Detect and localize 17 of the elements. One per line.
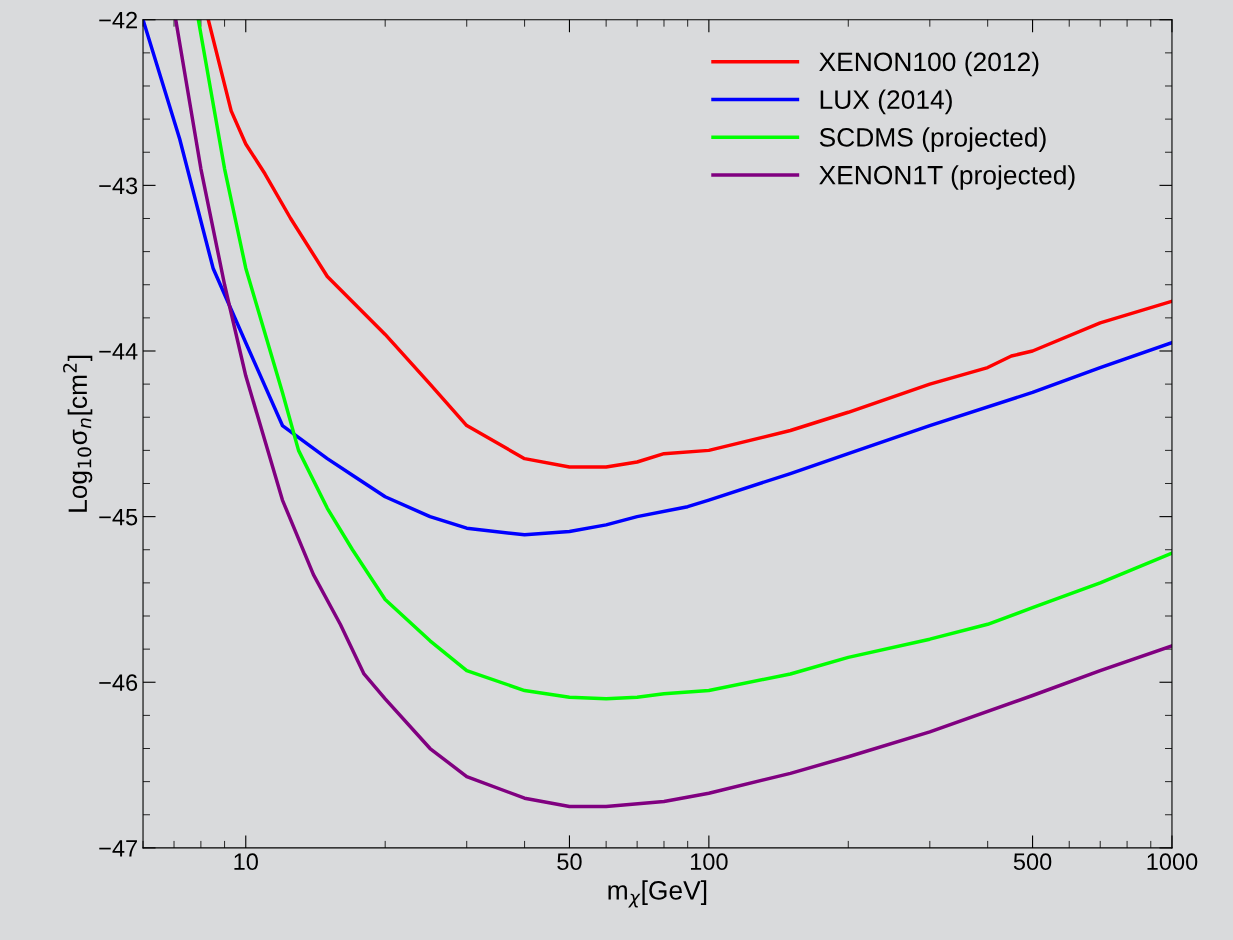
- y-tick-label: −47: [99, 840, 137, 857]
- x-axis-title: m$_{χ}$[GeV]: [608, 880, 707, 908]
- x-tick-label: 1000: [1147, 853, 1198, 871]
- legend-label: XENON1T (projected): [819, 165, 1075, 190]
- legend-label: SCDMS (projected): [819, 127, 1046, 152]
- y-tick-label: −43: [99, 177, 138, 195]
- y-tick-label: −42: [99, 11, 137, 29]
- y-tick-label: −44: [99, 343, 138, 360]
- x-tick-label: 100: [690, 853, 728, 871]
- x-tick-label: 10: [234, 853, 258, 871]
- legend-label: LUX (2014): [820, 89, 952, 115]
- legend-label: XENON100 (2012): [819, 51, 1039, 77]
- y-tick-label: −46: [99, 674, 138, 692]
- x-tick-label: 50: [557, 853, 582, 871]
- y-tick-label: −45: [99, 508, 138, 526]
- x-tick-label: 500: [1013, 853, 1052, 871]
- y-axis-title: Log$_{10}$σ$_{n}$[cm$^{2}$]: [63, 355, 93, 512]
